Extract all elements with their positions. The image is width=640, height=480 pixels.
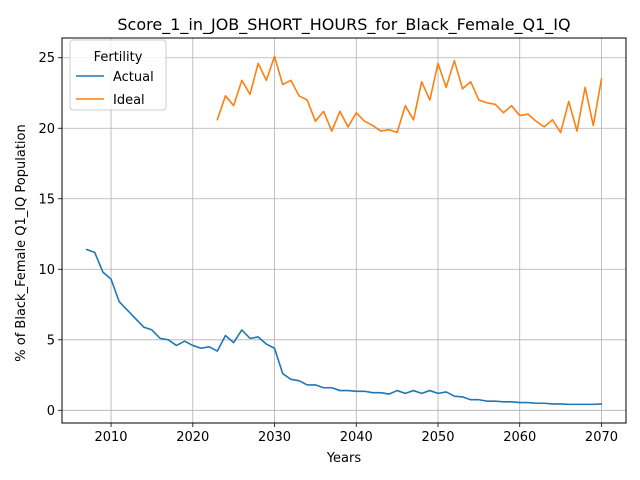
- axis-ticks: 2010 2020 2030 2040 2050 2060 2070 0 5 10 15 20 25: [38, 51, 618, 445]
- legend-box: [69, 39, 167, 111]
- y-tick-label: 5: [47, 333, 55, 348]
- y-tick-label: 10: [38, 263, 55, 278]
- series-line-actual: [85, 248, 603, 406]
- chart-title: Score_1_in_JOB_SHORT_HOURS_for_Black_Fem…: [117, 15, 570, 35]
- x-tick-label: 2030: [258, 430, 291, 445]
- legend: Fertility Actual Ideal: [69, 39, 167, 111]
- x-tick-label: 2060: [503, 430, 536, 445]
- legend-label-ideal: Ideal: [113, 93, 145, 108]
- legend-title: Fertility: [94, 50, 143, 65]
- x-tick-label: 2040: [340, 430, 373, 445]
- x-tick-label: 2020: [176, 430, 209, 445]
- series-layer: [85, 55, 603, 406]
- series-line-ideal: [216, 55, 603, 134]
- plot-frame: [61, 37, 627, 424]
- x-tick-label: 2070: [585, 430, 618, 445]
- x-tick-label: 2050: [421, 430, 454, 445]
- grid: [62, 38, 626, 423]
- y-tick-label: 0: [47, 404, 55, 419]
- y-tick-label: 25: [38, 51, 55, 66]
- y-tick-label: 20: [38, 122, 55, 137]
- x-tick-label: 2010: [94, 430, 127, 445]
- y-axis-label: % of Black_Female Q1_IQ Population: [14, 124, 29, 361]
- x-axis-label: Years: [326, 451, 362, 466]
- y-tick-label: 15: [38, 192, 55, 207]
- legend-label-actual: Actual: [113, 70, 154, 85]
